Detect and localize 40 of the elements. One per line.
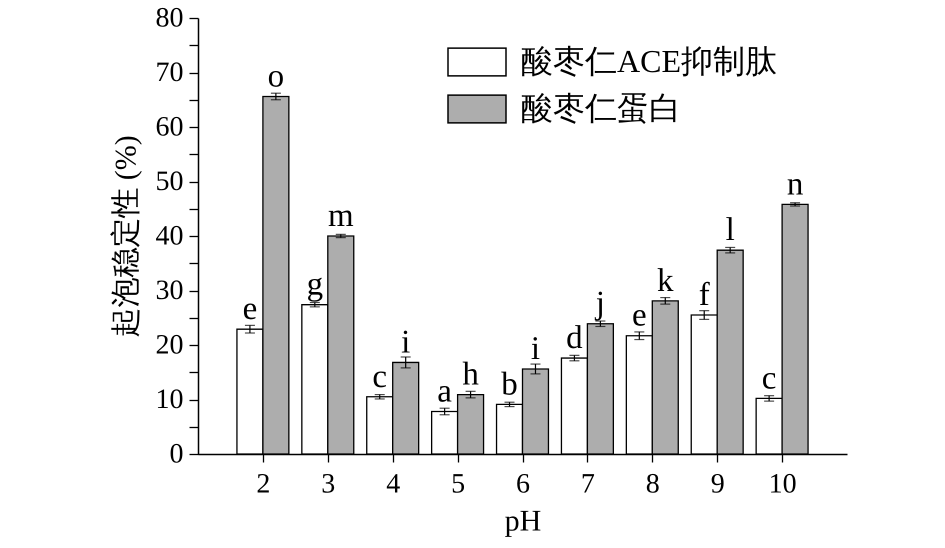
annotation: i [401,324,410,360]
y-tick-label: 0 [170,438,184,470]
x-tick-label: 2 [256,468,270,500]
x-tick-label: 10 [768,468,797,500]
y-axis-title: 起泡稳定性 (%) [110,135,142,338]
legend-label: 酸枣仁ACE抑制肽 [521,43,777,79]
x-tick-label: 4 [386,468,400,500]
y-tick-label: 60 [156,112,184,142]
x-tick-label: 9 [710,468,725,500]
annotation: b [501,366,518,402]
annotation: i [530,330,540,367]
y-tick-label: 20 [156,330,184,360]
annotation: j [594,286,605,322]
x-tick-label: 7 [580,468,595,500]
annotation: h [462,356,480,393]
annotation: f [698,277,710,314]
annotation: a [437,373,452,410]
annotation: e [242,291,258,328]
y-tick-label: 50 [156,166,184,197]
y-tick-label: 30 [156,275,184,306]
annotation: c [762,360,776,396]
x-tick-label: 6 [516,468,530,500]
annotation: k [657,262,674,299]
annotation: o [268,58,284,94]
annotation: n [786,166,804,202]
y-tick-label: 40 [156,220,184,252]
x-tick-label: 3 [321,468,336,500]
annotation: e [632,298,647,334]
x-tick-label: 8 [646,468,660,500]
legend-label: 酸枣仁蛋白 [521,90,681,126]
annotation: g [306,266,324,303]
y-tick-label: 80 [156,2,184,34]
annotation: l [726,212,735,248]
annotation: d [566,320,584,356]
annotation: c [372,358,388,395]
annotation: m [328,198,354,234]
x-axis-title: pH [504,504,542,538]
x-tick-label: 5 [451,468,466,500]
y-tick-label: 10 [156,384,184,415]
y-tick-label: 70 [156,57,184,88]
